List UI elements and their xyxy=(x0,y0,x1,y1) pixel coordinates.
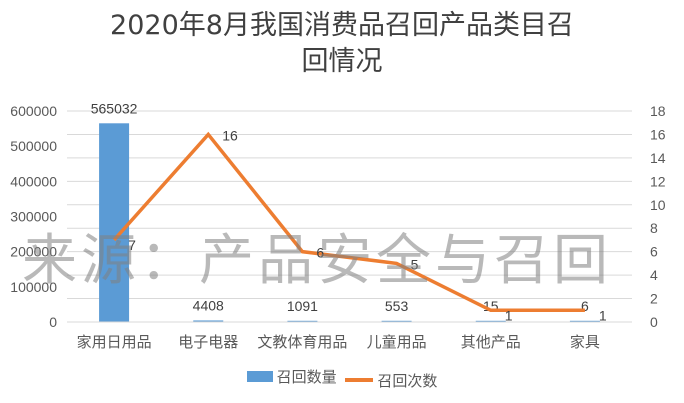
bar-value-label: 553 xyxy=(385,298,409,314)
bar xyxy=(193,320,224,322)
category-label: 其他产品 xyxy=(461,333,521,351)
left-axis-tick: 300000 xyxy=(10,209,57,225)
bar-value-label: 4408 xyxy=(193,297,224,313)
bar xyxy=(287,320,318,322)
chart-legend: 召回数量 召回次数 xyxy=(0,366,684,391)
line-value-label: 6 xyxy=(316,245,324,261)
right-axis-tick: 2 xyxy=(650,291,658,307)
right-axis-tick: 4 xyxy=(650,267,658,283)
line-value-label: 16 xyxy=(222,127,238,143)
left-axis-tick: 0 xyxy=(49,314,57,330)
legend-line-swatch-icon xyxy=(345,378,374,382)
line-value-label: 1 xyxy=(505,307,513,323)
legend-bar-swatch-icon xyxy=(246,371,273,382)
left-axis-tick: 100000 xyxy=(10,279,57,295)
right-axis-tick: 6 xyxy=(650,244,658,260)
line-value-label: 1 xyxy=(599,307,607,323)
bar-value-label: 565032 xyxy=(91,100,138,116)
bar xyxy=(99,123,130,322)
chart-title-line2: 回情况 xyxy=(301,46,383,77)
chart-title: 2020年8月我国消费品召回产品类目召 回情况 xyxy=(0,8,684,80)
legend-item-bar: 召回数量 xyxy=(246,366,337,387)
legend-item-line: 召回次数 xyxy=(345,370,437,391)
right-axis-tick: 14 xyxy=(650,150,666,166)
left-axis-tick: 200000 xyxy=(10,244,57,260)
left-axis-tick: 400000 xyxy=(10,173,57,189)
legend-bar-label: 召回数量 xyxy=(276,368,337,386)
category-label: 文教体育用品 xyxy=(257,333,347,351)
category-label: 电子电器 xyxy=(178,333,238,351)
right-axis-tick: 16 xyxy=(650,126,666,142)
right-axis-tick: 10 xyxy=(650,197,666,213)
left-axis-tick: 600000 xyxy=(10,103,57,119)
bar xyxy=(569,320,600,322)
bar xyxy=(475,320,506,322)
right-axis-tick: 8 xyxy=(650,220,658,236)
category-label: 家具 xyxy=(570,333,600,351)
category-label: 家用日用品 xyxy=(77,333,152,351)
legend-line-label: 召回次数 xyxy=(377,371,438,390)
bar-value-label: 6 xyxy=(581,298,589,314)
left-axis-tick: 500000 xyxy=(10,138,57,154)
category-label: 儿童用品 xyxy=(367,333,427,351)
line-series xyxy=(112,131,585,313)
chart-title-line1: 2020年8月我国消费品召回产品类目召 xyxy=(110,10,574,41)
line-value-label: 7 xyxy=(128,237,136,253)
watermark-text: 来源：产品安全与召回 xyxy=(22,228,613,292)
right-axis-tick: 0 xyxy=(650,314,658,330)
line-value-label: 5 xyxy=(411,256,419,272)
bar-value-label: 1091 xyxy=(287,298,318,314)
bar xyxy=(381,320,412,322)
right-axis-tick: 18 xyxy=(650,103,666,119)
right-axis-tick: 12 xyxy=(650,173,666,189)
